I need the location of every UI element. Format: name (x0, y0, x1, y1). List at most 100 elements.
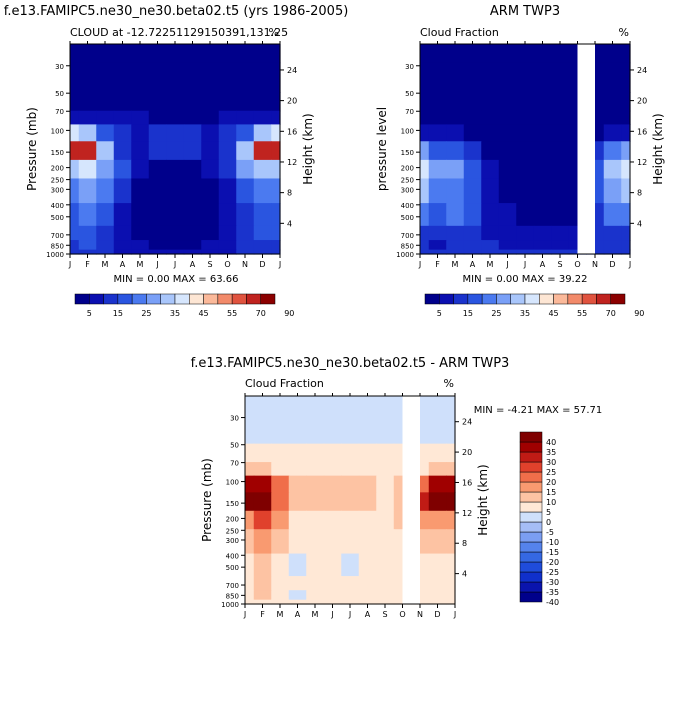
heatmap-cell (533, 225, 552, 241)
heatmap-cell (446, 124, 465, 142)
heatmap-cell (428, 590, 447, 601)
heatmap-cell (96, 110, 115, 126)
heatmap-cell (218, 225, 237, 241)
heatmap-cell (148, 141, 167, 161)
y-tick-label: 1000 (46, 251, 64, 259)
heatmap-cell (271, 203, 281, 227)
colorbar-swatch (439, 293, 454, 305)
chart-subtitle-left: CLOUD at -12.72251129150391,131.25 (70, 26, 288, 39)
colorbar-swatch (519, 471, 543, 483)
heatmap-cell (70, 203, 80, 227)
colorbar-swatch (74, 293, 90, 305)
heatmap-cell (183, 249, 202, 255)
heatmap-cell (533, 178, 552, 204)
heatmap-cell (428, 529, 447, 555)
heatmap-cell (341, 396, 360, 416)
heatmap-cell (603, 92, 622, 112)
colorbar-label: 5 (437, 309, 442, 318)
heatmap-cell (341, 529, 360, 555)
colorbar-label: 0 (546, 518, 551, 527)
heatmap-cell (621, 92, 631, 112)
heatmap-cell (463, 44, 482, 64)
heatmap-cell (481, 178, 500, 204)
heatmap-cell (428, 203, 447, 227)
heatmap-cell (78, 203, 97, 227)
heatmap-cell (96, 92, 115, 112)
heatmap-cell (166, 159, 185, 180)
heatmap-cell (113, 141, 132, 161)
heatmap-cell (446, 225, 465, 241)
y-tick-label: 400 (51, 202, 64, 210)
heatmap-cell (253, 159, 272, 180)
colorbar-swatch (519, 511, 543, 523)
heatmap-cell (253, 475, 272, 493)
heatmap-cell (166, 225, 185, 241)
colorbar-swatch (581, 293, 597, 305)
heatmap-cell (621, 178, 631, 204)
heatmap-cell (78, 178, 97, 204)
colorbar-label: 25 (546, 468, 556, 477)
x-tick-label: J (155, 260, 158, 269)
heatmap-cell (253, 599, 272, 605)
heatmap-cell (376, 443, 395, 463)
heatmap-cell (306, 443, 325, 463)
heatmap-cell (166, 178, 185, 204)
heatmap-cell (245, 414, 255, 445)
heatmap-cell (131, 249, 150, 255)
x-tick-label: A (295, 610, 301, 619)
heatmap-cell (148, 249, 167, 255)
height-tick-label: 24 (462, 418, 472, 427)
heatmap-cell (253, 462, 272, 477)
heatmap-cell (236, 249, 255, 255)
chart-subtitle-units: % (444, 377, 454, 390)
heatmap-cell (376, 396, 395, 416)
heatmap-cell (516, 203, 535, 227)
heatmap-cell (96, 249, 115, 255)
heatmap-cell (463, 92, 482, 112)
colorbar: 5 15 25 35 45 55 70 90 (74, 293, 294, 318)
heatmap-cell (420, 225, 430, 241)
heatmap-cell (358, 492, 377, 512)
colorbar-label: 5 (87, 309, 92, 318)
heatmap-cell (70, 225, 80, 241)
heatmap-cell (463, 240, 482, 251)
y-tick-label: 70 (55, 108, 64, 116)
heatmap-cell (113, 159, 132, 180)
heatmap-cell (201, 159, 220, 180)
heatmap-cell (201, 178, 220, 204)
heatmap-cell (498, 240, 517, 251)
heatmap-cell (271, 414, 290, 445)
heatmap-cell (218, 92, 237, 112)
heatmap-cell (306, 590, 325, 601)
heatmap-cell (166, 110, 185, 126)
heatmap-cell (323, 576, 342, 591)
heatmap-cell (463, 159, 482, 180)
heatmap-cell (498, 225, 517, 241)
heatmap-cell (586, 249, 605, 255)
x-tick-label: S (207, 260, 212, 269)
heatmap-cell (201, 92, 220, 112)
heatmap-cell (253, 529, 272, 555)
heatmap-cell (323, 475, 342, 493)
heatmap-cell (253, 553, 272, 577)
heatmap-cell (446, 414, 456, 445)
heatmap-cell (376, 492, 395, 512)
heatmap-cell (201, 141, 220, 161)
x-tick-label: F (85, 260, 90, 269)
diff-panel: f.e13.FAMIPC5.ne30_ne30.beta02.t5 - ARM … (191, 356, 603, 619)
heatmap-cell (245, 510, 255, 530)
chart-subtitle-units: % (619, 26, 629, 39)
colorbar-swatch (174, 293, 190, 305)
heatmap-cell (253, 225, 272, 241)
heatmap-cell (420, 159, 430, 180)
heatmap-cell (446, 240, 465, 251)
heatmap-cell (516, 178, 535, 204)
heatmap-cell (551, 92, 570, 112)
heatmap-cell (183, 225, 202, 241)
height-tick-label: 8 (462, 539, 467, 548)
heatmap-cell (245, 576, 255, 591)
heatmap-cells (70, 44, 281, 255)
heatmap-cell (323, 462, 342, 477)
heatmap-cell (323, 510, 342, 530)
heatmap-cell (306, 553, 325, 577)
